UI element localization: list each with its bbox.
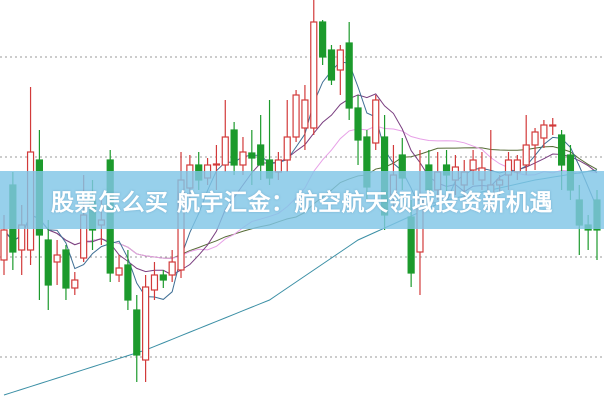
candle <box>301 85 309 150</box>
candle-body <box>239 151 247 166</box>
candle-body <box>540 124 548 139</box>
candle <box>531 128 539 170</box>
candle <box>71 272 79 295</box>
candle-body <box>44 239 52 286</box>
candle <box>62 245 70 300</box>
candle-body <box>53 254 61 263</box>
candle <box>150 262 159 300</box>
candle-body <box>221 136 229 166</box>
candle-body <box>292 94 300 138</box>
candle-body <box>257 144 265 166</box>
candle-body <box>283 136 291 161</box>
candle-body <box>230 129 238 166</box>
candle <box>168 250 176 282</box>
candle-body <box>522 144 530 166</box>
candle-body <box>354 107 362 141</box>
candle-body <box>159 274 167 281</box>
candle <box>540 120 548 148</box>
candle <box>354 95 362 165</box>
candle <box>549 118 557 135</box>
candle-body <box>133 309 141 356</box>
candle-body <box>327 49 336 81</box>
candle-body <box>345 42 353 109</box>
candle <box>239 137 247 175</box>
candle <box>336 45 344 95</box>
candle-body <box>319 21 327 58</box>
candle <box>221 100 229 172</box>
candle-body <box>115 267 123 276</box>
title-banner: 股票怎么买 航宇汇金：航空航天领域投资新机遇 <box>0 171 604 229</box>
candle-body <box>142 286 150 361</box>
candle <box>345 22 353 120</box>
article-title: 股票怎么买 航宇汇金：航空航天领域投资新机遇 <box>50 190 553 216</box>
candle-body <box>248 152 256 159</box>
candle-body <box>62 249 70 289</box>
candle <box>115 255 123 282</box>
candle <box>292 90 300 142</box>
candle <box>133 295 141 382</box>
candle-body <box>372 99 380 144</box>
candle-body <box>549 124 557 127</box>
candle <box>142 275 150 382</box>
candle-body <box>310 21 318 129</box>
candle <box>327 45 336 85</box>
candle-body <box>557 134 566 166</box>
candle-body <box>168 261 176 276</box>
candle <box>283 100 291 172</box>
candle <box>44 220 52 310</box>
candle <box>310 0 318 135</box>
candle-body <box>150 274 159 291</box>
candle-body <box>301 99 309 129</box>
candle <box>159 270 167 288</box>
candle <box>230 122 238 175</box>
candle-body <box>531 131 539 146</box>
candle <box>319 20 327 65</box>
candle-body <box>71 279 79 289</box>
candle-body <box>336 49 344 71</box>
candle <box>372 95 380 150</box>
candle-body <box>469 159 477 171</box>
candle <box>124 250 132 310</box>
candle <box>53 240 61 285</box>
candle-body <box>124 264 132 301</box>
candle-body <box>0 229 8 261</box>
candle-body <box>212 163 221 166</box>
